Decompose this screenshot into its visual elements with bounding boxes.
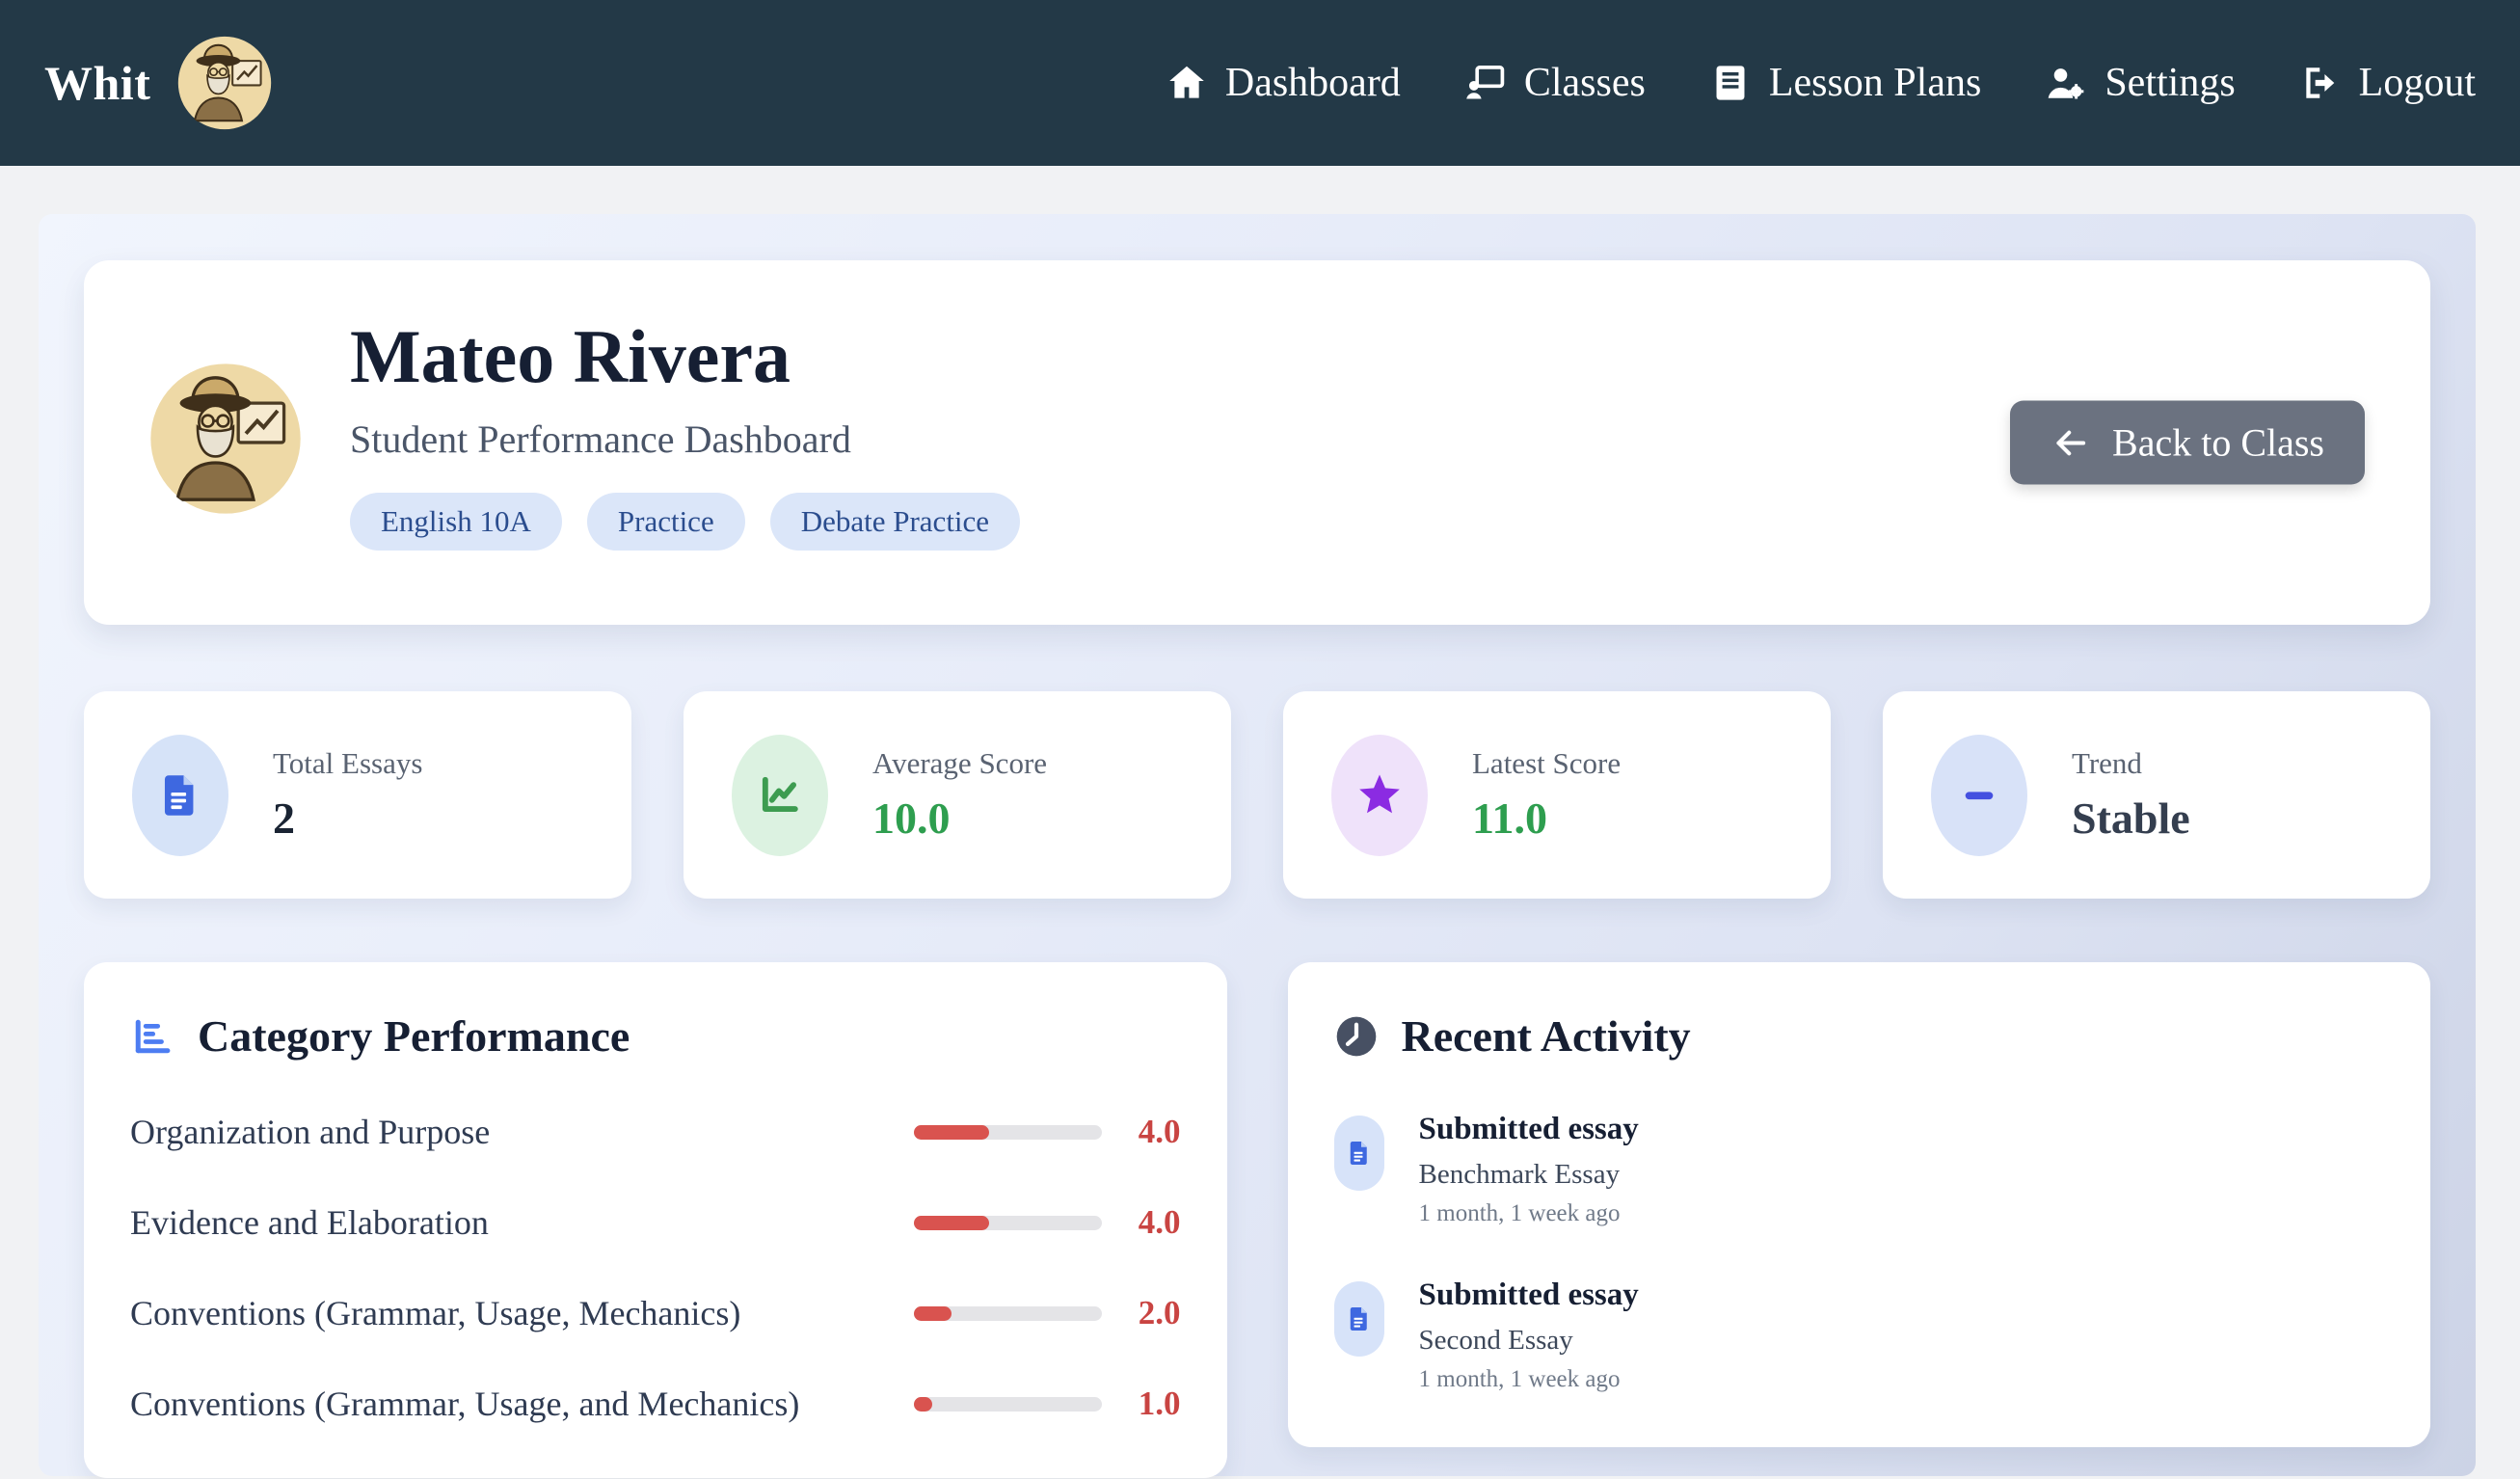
class-badge: English 10A bbox=[350, 493, 562, 551]
stat-card-average-score: Average Score 10.0 bbox=[684, 691, 1231, 899]
arrow-left-icon bbox=[2056, 430, 2086, 455]
stat-value: Stable bbox=[2072, 793, 2190, 843]
nav-item-lesson-plans[interactable]: Lesson Plans bbox=[1709, 60, 1982, 106]
back-to-class-label: Back to Class bbox=[2112, 420, 2324, 465]
score-bar-fill bbox=[913, 1305, 952, 1321]
brand[interactable]: Whit bbox=[44, 36, 272, 130]
nav-item-label: Lesson Plans bbox=[1768, 61, 1982, 105]
category-row: Organization and Purpose 4.0 bbox=[130, 1112, 1181, 1152]
back-to-class-button[interactable]: Back to Class bbox=[2010, 400, 2365, 485]
stat-card-total-essays: Total Essays 2 bbox=[84, 691, 631, 899]
activity-item: Submitted essay Second Essay 1 month, 1 … bbox=[1333, 1277, 2385, 1393]
student-avatar bbox=[149, 363, 302, 515]
nav-item-settings[interactable]: Settings bbox=[2045, 60, 2236, 106]
clock-icon bbox=[1336, 1016, 1376, 1056]
stat-label: Trend bbox=[2072, 746, 2142, 780]
activity-text: Submitted essay Second Essay 1 month, 1 … bbox=[1419, 1277, 1639, 1393]
nav-item-classes[interactable]: Classes bbox=[1464, 60, 1646, 106]
category-performance-header: Category Performance bbox=[130, 1010, 1181, 1062]
minus-icon bbox=[1931, 734, 2027, 856]
activity-timestamp: 1 month, 1 week ago bbox=[1418, 1366, 1621, 1392]
panel-title: Category Performance bbox=[198, 1011, 630, 1061]
category-performance-panel: Category Performance Organization and Pu… bbox=[84, 962, 1227, 1478]
score-bar bbox=[913, 1215, 1102, 1230]
stat-card-trend: Trend Stable bbox=[1883, 691, 2430, 899]
score-bar-fill bbox=[913, 1124, 989, 1140]
activity-essay-name: Benchmark Essay bbox=[1418, 1159, 1621, 1190]
class-badges: English 10A Practice Debate Practice bbox=[350, 493, 1021, 551]
nav-item-dashboard[interactable]: Dashboard bbox=[1166, 60, 1401, 106]
dashboard-surface: Mateo Rivera Student Performance Dashboa… bbox=[39, 214, 2476, 1478]
file-icon bbox=[1333, 1281, 1384, 1357]
category-score: 4.0 bbox=[1138, 1113, 1181, 1150]
student-header-card: Mateo Rivera Student Performance Dashboa… bbox=[84, 260, 2430, 625]
activity-action: Submitted essay bbox=[1418, 1112, 1639, 1146]
score-bar bbox=[913, 1396, 1102, 1412]
recent-activity-panel: Recent Activity Submitted essay Benchmar… bbox=[1287, 962, 2430, 1447]
stat-cards: Total Essays 2 Average Score 10.0 Latest… bbox=[84, 691, 2430, 899]
stat-value: 2 bbox=[273, 793, 295, 843]
star-icon bbox=[1331, 734, 1428, 856]
navbar: Whit Dashboard bbox=[0, 0, 2520, 166]
student-name: Mateo Rivera bbox=[350, 314, 791, 398]
logout-icon bbox=[2306, 67, 2334, 98]
stat-label: Total Essays bbox=[273, 746, 423, 780]
score-bar-fill bbox=[913, 1215, 989, 1230]
nav-item-label: Settings bbox=[2104, 61, 2236, 105]
stat-text: Average Score 10.0 bbox=[872, 746, 1047, 844]
nav-item-logout[interactable]: Logout bbox=[2299, 60, 2476, 106]
category-label: Evidence and Elaboration bbox=[130, 1203, 489, 1242]
chalkboard-user-icon bbox=[1466, 66, 1505, 99]
panel-title: Recent Activity bbox=[1401, 1011, 1691, 1061]
score-bar-fill bbox=[913, 1396, 932, 1412]
stat-label: Average Score bbox=[872, 746, 1048, 780]
brand-name: Whit bbox=[44, 56, 151, 110]
category-row: Conventions (Grammar, Usage, Mechanics) … bbox=[130, 1293, 1181, 1333]
score-bar bbox=[913, 1124, 1102, 1140]
book-icon bbox=[1716, 66, 1745, 100]
nav-item-label: Classes bbox=[1523, 61, 1646, 105]
nav-item-label: Logout bbox=[2358, 61, 2476, 105]
stat-text: Trend Stable bbox=[2072, 746, 2190, 844]
nav-items: Dashboard Classes Lesson Plans bbox=[1166, 60, 2476, 106]
file-icon bbox=[1333, 1116, 1384, 1191]
category-label: Organization and Purpose bbox=[130, 1113, 491, 1151]
activity-item: Submitted essay Benchmark Essay 1 month,… bbox=[1333, 1112, 2385, 1227]
category-score: 4.0 bbox=[1138, 1203, 1181, 1241]
category-label: Conventions (Grammar, Usage, and Mechani… bbox=[130, 1385, 800, 1423]
bottom-panels: Category Performance Organization and Pu… bbox=[84, 962, 2430, 1478]
nav-item-label: Dashboard bbox=[1224, 61, 1401, 105]
page-title: Student Performance Dashboard bbox=[350, 417, 851, 462]
stat-label: Latest Score bbox=[1472, 746, 1622, 780]
class-badge: Debate Practice bbox=[769, 493, 1021, 551]
category-score: 1.0 bbox=[1138, 1385, 1181, 1422]
stat-text: Total Essays 2 bbox=[273, 746, 422, 844]
bar-chart-icon bbox=[135, 1019, 171, 1053]
activity-action: Submitted essay bbox=[1418, 1277, 1639, 1312]
score-bar bbox=[913, 1305, 1102, 1321]
file-icon bbox=[132, 734, 228, 856]
activity-timestamp: 1 month, 1 week ago bbox=[1418, 1200, 1621, 1226]
home-icon bbox=[1169, 66, 1204, 98]
category-label: Conventions (Grammar, Usage, Mechanics) bbox=[130, 1294, 741, 1332]
category-score: 2.0 bbox=[1138, 1294, 1181, 1331]
recent-activity-header: Recent Activity bbox=[1334, 1010, 2385, 1062]
student-header-text: Mateo Rivera Student Performance Dashboa… bbox=[350, 314, 1021, 569]
activity-text: Submitted essay Benchmark Essay 1 month,… bbox=[1419, 1112, 1639, 1227]
user-gear-icon bbox=[2048, 68, 2084, 99]
stat-value: 10.0 bbox=[872, 793, 951, 843]
class-badge: Practice bbox=[586, 493, 745, 551]
stat-card-latest-score: Latest Score 11.0 bbox=[1283, 691, 1831, 899]
brand-avatar-icon bbox=[177, 36, 272, 130]
chart-line-icon bbox=[732, 734, 828, 856]
stat-text: Latest Score 11.0 bbox=[1472, 746, 1621, 844]
category-row: Evidence and Elaboration 4.0 bbox=[130, 1202, 1181, 1243]
category-row: Conventions (Grammar, Usage, and Mechani… bbox=[130, 1384, 1181, 1424]
activity-essay-name: Second Essay bbox=[1418, 1325, 1573, 1356]
stat-value: 11.0 bbox=[1472, 793, 1547, 843]
